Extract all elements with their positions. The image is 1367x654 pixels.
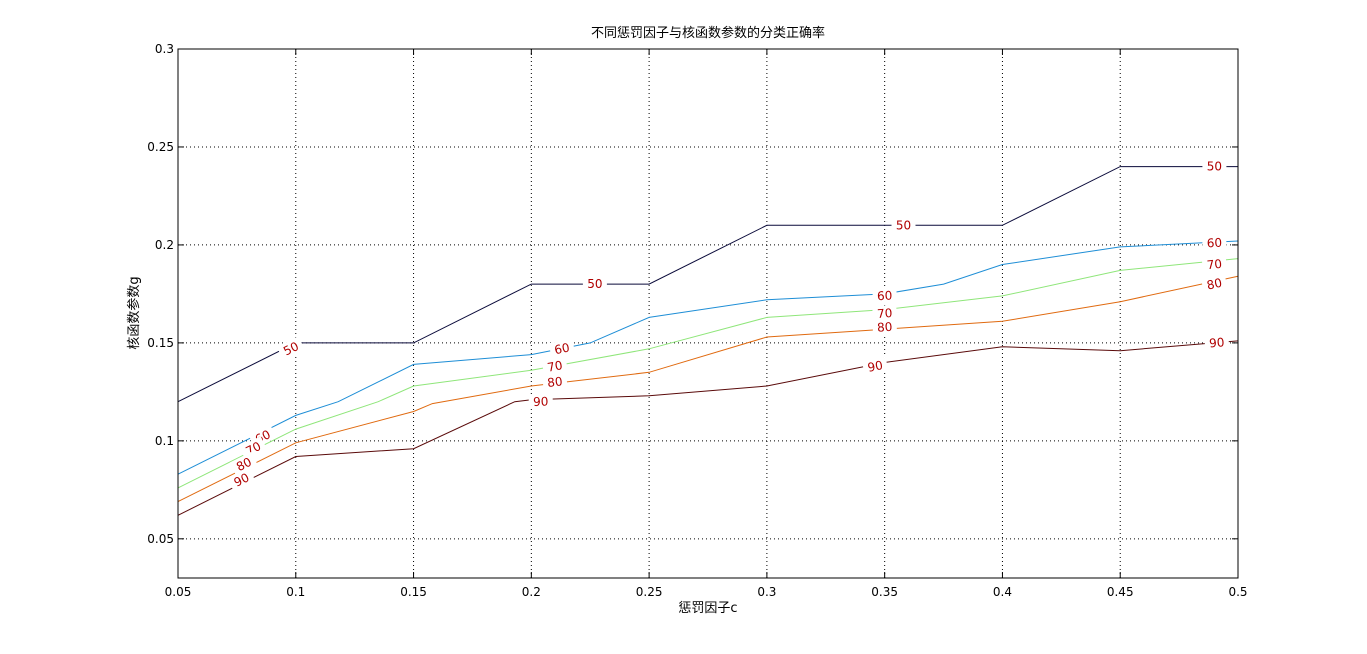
x-tick-label: 0.35 <box>871 585 898 599</box>
contour-label-group: 60 <box>872 287 898 304</box>
contour-label-group: 80 <box>872 318 898 335</box>
contour-label-gap <box>227 467 256 492</box>
contour-label-gap <box>872 318 898 335</box>
x-axis-label: 惩罚因子c <box>678 601 737 616</box>
y-tick-label: 0.05 <box>147 532 174 546</box>
contour-label-90: 90 <box>533 394 549 408</box>
x-tick-label: 0.5 <box>1228 585 1247 599</box>
axes <box>177 48 1239 579</box>
contour-label-80: 80 <box>877 320 893 335</box>
contour-label-gap <box>891 217 916 233</box>
contour-label-group: 80 <box>1200 273 1228 294</box>
contour-label-gap <box>872 304 898 322</box>
contour-label-gap <box>542 372 568 391</box>
x-tick-label: 0.15 <box>400 585 427 599</box>
contour-label-90: 90 <box>232 470 252 489</box>
x-tick-label: 0.2 <box>522 585 541 599</box>
contour-label-70: 70 <box>1206 257 1223 272</box>
contour-label-group: 50 <box>582 276 607 292</box>
contour-label-60: 60 <box>877 289 893 304</box>
contour-label-70: 70 <box>546 358 564 375</box>
x-tick-label: 0.4 <box>993 585 1012 599</box>
plot-frame <box>177 48 1239 579</box>
contour-label-gap <box>582 276 607 292</box>
contour-line-90 <box>177 340 1239 516</box>
tick-marks: 0.05 0.1 0.15 0.2 0.25 0.3 0.35 0.4 0.45 0.5 0.05 0… <box>147 42 1247 599</box>
contour-label-group: 50 <box>1202 158 1227 174</box>
x-tick-label: 0.3 <box>757 585 776 599</box>
x-tick-label: 0.1 <box>286 585 305 599</box>
contour-label-50: 50 <box>1207 160 1222 174</box>
contour-label-50: 50 <box>587 277 602 291</box>
x-tick-label: 0.25 <box>636 585 663 599</box>
y-axis-label: 核函数参数g <box>126 276 142 349</box>
plot-area <box>178 49 1238 578</box>
contour-label-group: 60 <box>548 338 576 359</box>
contour-label-group: 50 <box>891 217 916 233</box>
contour-label-80: 80 <box>1205 276 1223 293</box>
contour-label-70: 70 <box>877 306 893 321</box>
x-tick-label: 0.45 <box>1107 585 1134 599</box>
contour-label-gap <box>229 451 258 477</box>
contour-label-90: 90 <box>1209 335 1225 350</box>
contour-label-gap <box>1204 333 1230 351</box>
contour-line-50 <box>177 166 1238 403</box>
x-tick-label: 0.05 <box>165 585 192 599</box>
contour-label-gap <box>541 356 568 376</box>
contour-label-group: 90 <box>227 467 256 492</box>
contour-label-group: 80 <box>542 372 568 391</box>
contour-label-gap <box>239 436 268 461</box>
y-tick-label: 0.25 <box>147 140 174 154</box>
contour-label-gap <box>276 336 305 361</box>
y-tick-label: 0.2 <box>155 238 174 252</box>
contour-line-60 <box>177 240 1239 475</box>
contour-label-gap <box>548 338 576 359</box>
contour-label-group: 90 <box>861 356 889 376</box>
y-tick-label: 0.15 <box>147 336 174 350</box>
contour-line-80 <box>177 275 1239 503</box>
contour-label-group: 70 <box>872 304 898 322</box>
contour-label-group: 70 <box>1201 255 1228 273</box>
contour-label-gap <box>1200 273 1228 294</box>
contour-label-gap <box>1201 255 1228 273</box>
contour-label-group: 90 <box>1204 333 1230 351</box>
contour-label-group: 60 <box>1202 234 1227 251</box>
contour-label-60: 60 <box>1206 236 1222 251</box>
y-tick-label: 0.3 <box>155 42 174 56</box>
contour-label-gap <box>861 356 889 376</box>
contour-label-gap <box>872 287 898 304</box>
contour-label-90: 90 <box>866 358 884 375</box>
contour-label-group: 90 <box>528 393 554 410</box>
y-tick-label: 0.1 <box>155 434 174 448</box>
contour-line-70 <box>177 258 1239 489</box>
contour-label-gap <box>1202 234 1227 251</box>
contour-label-gap <box>528 393 554 410</box>
contour-label-group: 70 <box>541 356 568 376</box>
contour-label-gap <box>1202 158 1227 174</box>
chart-title: 不同惩罚因子与核函数参数的分类正确率 <box>591 25 825 41</box>
series-lines <box>177 166 1239 516</box>
contour-label-60: 60 <box>553 340 571 357</box>
contour-label-50: 50 <box>896 218 911 232</box>
contour-label-50: 50 <box>281 339 301 358</box>
contour-label-group: 50 <box>276 336 305 361</box>
contour-label-80: 80 <box>547 374 564 390</box>
